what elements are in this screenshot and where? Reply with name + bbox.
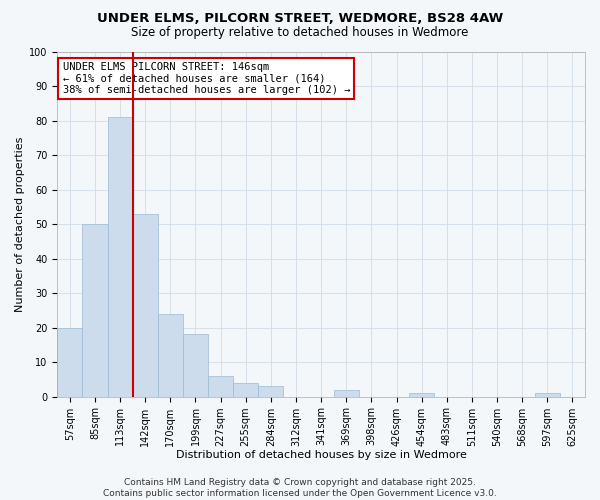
Bar (57, 328, 82, 396)
Text: Size of property relative to detached houses in Wedmore: Size of property relative to detached ho… (131, 26, 469, 39)
Bar (158, 314, 183, 396)
Bar (334, 390, 359, 396)
Bar (208, 376, 233, 396)
Y-axis label: Number of detached properties: Number of detached properties (15, 136, 25, 312)
Text: UNDER ELMS PILCORN STREET: 146sqm
← 61% of detached houses are smaller (164)
38%: UNDER ELMS PILCORN STREET: 146sqm ← 61% … (62, 62, 350, 95)
Bar (82, 224, 107, 396)
Text: UNDER ELMS, PILCORN STREET, WEDMORE, BS28 4AW: UNDER ELMS, PILCORN STREET, WEDMORE, BS2… (97, 12, 503, 26)
Bar (233, 383, 259, 396)
Bar (107, 117, 133, 396)
Bar (133, 214, 158, 396)
Bar (535, 393, 560, 396)
Bar (409, 393, 434, 396)
Bar (259, 386, 283, 396)
X-axis label: Distribution of detached houses by size in Wedmore: Distribution of detached houses by size … (176, 450, 467, 460)
Text: Contains HM Land Registry data © Crown copyright and database right 2025.
Contai: Contains HM Land Registry data © Crown c… (103, 478, 497, 498)
Bar (183, 334, 208, 396)
